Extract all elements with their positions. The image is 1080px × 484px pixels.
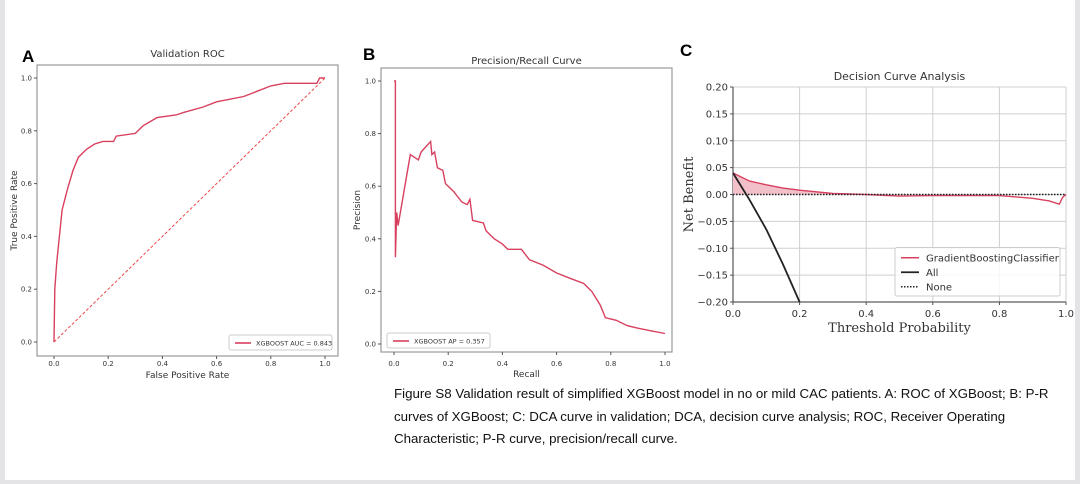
x-tick-label: 0.0 bbox=[48, 360, 59, 368]
axes-frame bbox=[380, 67, 673, 353]
x-tick-label: 0.0 bbox=[725, 309, 741, 320]
y-axis-label: True Positive Rate bbox=[10, 170, 20, 252]
x-tick-label: 0.2 bbox=[103, 360, 114, 368]
y-tick-label: 0.10 bbox=[706, 136, 728, 147]
x-axis-label: Recall bbox=[513, 370, 540, 380]
net-benefit-area bbox=[733, 173, 1066, 195]
y-tick-label: 0.2 bbox=[21, 286, 32, 294]
x-tick-label: 0.4 bbox=[858, 309, 874, 320]
y-axis-label: Net Benefit bbox=[682, 156, 697, 232]
series-line-xgboost-ap-0-357 bbox=[394, 80, 666, 335]
y-tick-label: −0.10 bbox=[697, 244, 728, 255]
legend-label: None bbox=[926, 282, 952, 293]
legend-box bbox=[228, 334, 333, 351]
legend-label: All bbox=[926, 268, 938, 279]
legend-label: XGBOOST AUC = 0.843 bbox=[256, 339, 332, 347]
x-tick-label: 0.4 bbox=[157, 360, 169, 368]
legend: XGBOOST AP = 0.357 bbox=[386, 332, 491, 349]
y-tick-label: 0.4 bbox=[21, 233, 33, 241]
x-tick-label: 0.6 bbox=[211, 360, 223, 368]
y-tick-label: 0.2 bbox=[365, 288, 376, 296]
chart-panel-b: B Precision/Recall Curve 0.0 0.2 0.4 0.6 0.8 1.… bbox=[353, 45, 673, 380]
x-tick-label: 0.6 bbox=[925, 309, 941, 320]
page-frame-right bbox=[1075, 0, 1080, 484]
series-line-xgboost-auc-0-843 bbox=[53, 77, 325, 343]
x-tick-label: 0.6 bbox=[551, 360, 563, 368]
y-tick-label: 0.20 bbox=[706, 83, 728, 94]
chart-panel-a: A Validation ROC 0.0 0.2 0.4 0.6 0.8 1.0 0.0 0.2 0… bbox=[10, 47, 339, 381]
x-tick-label: 0.4 bbox=[497, 360, 509, 368]
page-frame-left bbox=[0, 0, 5, 484]
series-line-chance bbox=[53, 77, 326, 343]
y-tick-label: 0.15 bbox=[706, 109, 728, 120]
figure-caption: Figure S8 Validation result of simplifie… bbox=[394, 383, 1064, 451]
panel-letter: A bbox=[22, 47, 34, 66]
y-tick-label: 0.6 bbox=[21, 180, 33, 188]
y-tick-label: 0.6 bbox=[365, 183, 377, 191]
y-tick-label: 0.0 bbox=[365, 340, 376, 348]
axes-frame bbox=[36, 64, 339, 357]
y-tick-label: −0.05 bbox=[697, 217, 728, 228]
x-tick-label: 1.0 bbox=[319, 360, 330, 368]
x-tick-label: 0.2 bbox=[443, 360, 454, 368]
y-tick-label: −0.20 bbox=[697, 298, 728, 309]
x-tick-label: 0.0 bbox=[388, 360, 399, 368]
y-tick-label: 0.4 bbox=[365, 235, 377, 243]
x-tick-label: 0.8 bbox=[265, 360, 276, 368]
legend-box bbox=[386, 332, 491, 349]
caption-line: Characteristic; P-R curve, precision/rec… bbox=[394, 431, 678, 446]
y-axis-label: Precision bbox=[353, 190, 363, 230]
legend-label: GradientBoostingClassifier bbox=[926, 253, 1060, 264]
y-tick-label: 1.0 bbox=[365, 77, 376, 85]
page-frame-bottom bbox=[0, 480, 1080, 484]
legend: GradientBoostingClassifier All None bbox=[894, 247, 1061, 297]
x-tick-label: 1.0 bbox=[659, 360, 670, 368]
series-line-all bbox=[732, 172, 801, 303]
y-tick-label: 1.0 bbox=[21, 74, 32, 82]
legend-box bbox=[894, 247, 1061, 297]
y-tick-label: 0.8 bbox=[365, 130, 376, 138]
chart-title: Validation ROC bbox=[150, 49, 224, 60]
chart-panel-c: C Decision Curve Analysis 0.0 0.2 0.4 0.6 0.8 1… bbox=[680, 41, 1074, 336]
x-tick-label: 0.2 bbox=[792, 309, 808, 320]
y-tick-label: 0.8 bbox=[21, 127, 32, 135]
x-tick-label: 1.0 bbox=[1058, 309, 1074, 320]
caption-line: curves of XGBoost; C: DCA curve in valid… bbox=[394, 408, 1006, 424]
chart-title: Decision Curve Analysis bbox=[834, 70, 966, 83]
legend-label: XGBOOST AP = 0.357 bbox=[414, 337, 485, 345]
legend: XGBOOST AUC = 0.843 bbox=[228, 334, 333, 351]
y-tick-label: 0.00 bbox=[706, 190, 728, 201]
x-tick-label: 0.8 bbox=[605, 360, 616, 368]
panel-letter: C bbox=[680, 41, 692, 60]
series-line-gradientboostingclassifier bbox=[732, 172, 1067, 206]
chart-title: Precision/Recall Curve bbox=[471, 56, 582, 67]
x-tick-label: 0.8 bbox=[991, 309, 1007, 320]
caption-line: Figure S8 Validation result of simplifie… bbox=[394, 386, 1049, 401]
x-axis-label: False Positive Rate bbox=[146, 371, 230, 381]
y-tick-label: 0.0 bbox=[21, 338, 32, 346]
x-axis-label: Threshold Probability bbox=[828, 321, 971, 336]
panel-letter: B bbox=[363, 45, 375, 64]
y-tick-label: 0.05 bbox=[706, 163, 728, 174]
y-tick-label: −0.15 bbox=[697, 271, 728, 282]
